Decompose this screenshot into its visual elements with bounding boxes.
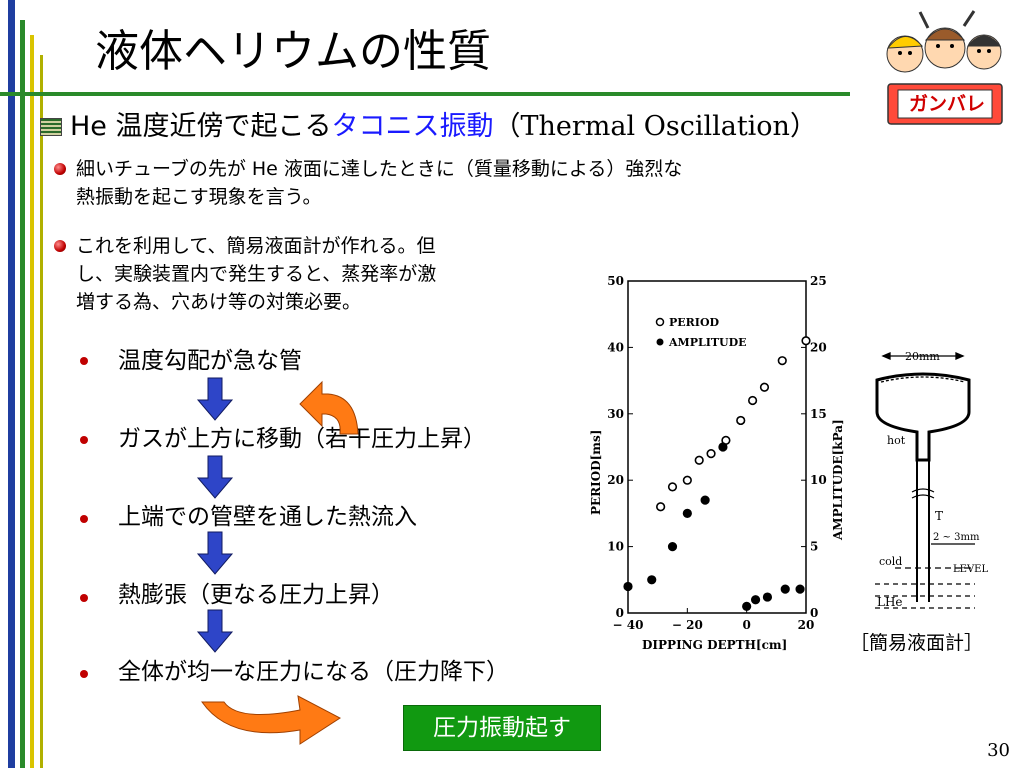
legend-label-period: PERIOD <box>669 316 720 329</box>
curved-return-arrow-icon <box>299 380 359 435</box>
subtitle-icon <box>40 118 62 136</box>
y2-tick-label: 10 <box>810 473 827 487</box>
y-tick-label: 0 <box>616 606 624 620</box>
data-point-period <box>736 415 746 426</box>
data-point-amplitude <box>780 584 790 594</box>
page-title: 液体ヘリウムの性質 <box>95 26 491 77</box>
data-point-period <box>682 475 692 485</box>
data-point-amplitude <box>718 442 728 452</box>
bullet-paragraph-1: 細いチューブの先が He 液面に達したときに（質量移動による）強烈な 熱振動を起… <box>76 155 682 211</box>
subtitle-suffix: （Thermal Oscillation） <box>493 111 817 142</box>
data-point-amplitude <box>682 508 692 518</box>
decor-bar-yellow <box>30 35 34 768</box>
step-bullet <box>80 670 88 678</box>
legend-label-amplitude: AMPLITUDE <box>668 336 747 349</box>
bullet-ball-icon <box>54 240 66 252</box>
x-tick-label: − 40 <box>613 618 644 632</box>
data-point-period <box>748 395 758 406</box>
data-point-amplitude <box>647 575 657 585</box>
chart-x-axis-label: DIPPING DEPTH[cm] <box>642 638 787 652</box>
y-tick-label: 40 <box>607 340 624 354</box>
pressure-oscillation-result-label: 圧力振動起す <box>403 705 601 751</box>
y2-tick-label: 15 <box>810 407 827 421</box>
data-point-amplitude <box>623 581 633 592</box>
lhe-label: LHe <box>877 595 903 609</box>
decor-bar-olive <box>40 55 43 768</box>
level-label: LEVEL <box>953 564 988 575</box>
cheering-mascot-illustration: ガンバレ <box>880 8 1010 133</box>
y-tick-label: 10 <box>607 540 624 554</box>
y2-tick-label: 25 <box>810 274 827 288</box>
curved-forward-arrow-icon <box>201 695 341 745</box>
hot-label: hot <box>887 434 906 447</box>
step-5: 全体が均一な圧力になる（圧力降下） <box>118 659 509 685</box>
bulb-outline <box>875 372 971 462</box>
down-arrow-icon <box>196 609 234 653</box>
subtitle-prefix: He 温度近傍で起こる <box>70 111 332 142</box>
y-tick-label: 20 <box>607 473 624 487</box>
data-point-period <box>801 336 811 346</box>
down-arrow-icon <box>196 377 234 421</box>
step-4: 熱膨張（更なる圧力上昇） <box>118 582 394 608</box>
step-bullet <box>80 436 88 444</box>
step-bullet <box>80 357 88 365</box>
page-number: 30 <box>987 740 1010 761</box>
dimension-label: 20mm <box>905 350 940 363</box>
mascot-label: ガンバレ <box>908 93 985 115</box>
level-gauge-diagram: 20mm hot T 2 ~ 3mm cold LEVEL LHe <box>875 350 988 609</box>
data-point-amplitude <box>750 595 761 605</box>
cold-label: cold <box>879 555 902 568</box>
bullet-paragraph-2: これを利用して、簡易液面計が作れる。但 し、実験装置内で発生すると、蒸発率が激 … <box>76 232 436 316</box>
step-bullet <box>80 515 88 523</box>
header-rule <box>0 92 850 96</box>
data-point-amplitude <box>762 592 773 602</box>
data-point-period <box>777 356 787 366</box>
bullet-ball-icon <box>54 163 66 175</box>
data-point-amplitude <box>700 495 710 505</box>
data-point-amplitude <box>795 584 805 594</box>
bullet1-line2: 熱振動を起こす現象を言う。 <box>76 186 322 208</box>
y-tick-label: 50 <box>607 274 624 288</box>
step-3: 上端での管壁を通した熱流入 <box>118 504 417 530</box>
chart-plot-frame <box>627 280 807 614</box>
flow-arrows <box>196 377 359 745</box>
chart-legend: PERIOD AMPLITUDE <box>655 316 747 349</box>
bullet2-line1: これを利用して、簡易液面計が作れる。但 <box>76 235 436 257</box>
data-point-period <box>694 455 704 465</box>
y2-tick-label: 20 <box>810 340 827 354</box>
x-tick-label: − 20 <box>672 618 703 632</box>
step-bullet <box>80 594 88 602</box>
bullet2-line3: 増する為、穴あけ等の対策必要。 <box>76 291 362 313</box>
diagram-caption: ［簡易液面計］ <box>850 632 984 654</box>
tacanis-oscillation-chart: PERIOD[ms] AMPLITUDE[kPa] DIPPING DEPTH[… <box>589 274 845 652</box>
bore-label: 2 ~ 3mm <box>933 532 980 543</box>
data-point-period <box>667 482 678 492</box>
x-tick-label: 20 <box>798 618 815 632</box>
legend-marker-period <box>655 317 665 327</box>
x-tick-label: 0 <box>742 618 750 632</box>
subtitle: He 温度近傍で起こるタコニス振動（Thermal Oscillation） <box>70 108 817 146</box>
decor-bar-blue <box>8 0 15 768</box>
bullet1-line1: 細いチューブの先が He 液面に達したときに（質量移動による）強烈な <box>76 158 683 180</box>
y2-tick-label: 5 <box>810 540 818 554</box>
bullet2-line2: し、実験装置内で発生すると、蒸発率が激 <box>76 263 437 285</box>
y2-tick-label: 0 <box>810 606 818 620</box>
down-arrow-icon <box>196 531 234 575</box>
legend-marker-amplitude <box>656 338 664 346</box>
t-label: T <box>935 509 943 523</box>
y-tick-label: 30 <box>607 407 624 421</box>
data-point-period <box>706 449 716 459</box>
data-point-amplitude <box>667 542 678 552</box>
data-point-period <box>656 502 666 512</box>
chart-y2-axis-label: AMPLITUDE[kPa] <box>831 419 845 541</box>
down-arrow-icon <box>196 455 234 499</box>
data-point-amplitude <box>742 601 752 611</box>
chart-y-axis-label: PERIOD[ms] <box>589 430 603 515</box>
subtitle-highlight: タコニス振動 <box>331 111 494 142</box>
step-1: 温度勾配が急な管 <box>118 348 302 374</box>
decor-bar-green <box>20 20 25 768</box>
step-2: ガスが上方に移動（若干圧力上昇） <box>118 426 486 452</box>
data-point-period <box>759 382 770 392</box>
